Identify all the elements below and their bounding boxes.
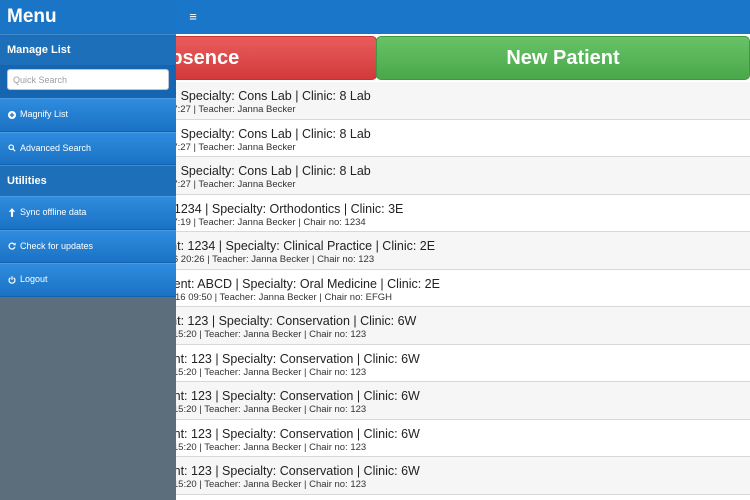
list-item-title: ott | Patient: ABCD | Specialty: Oral Me… [128, 276, 440, 291]
upload-arrow-icon [7, 208, 17, 218]
list-item-title: tt | Patient: 123 | Specialty: Conservat… [128, 351, 420, 366]
main-content: an Absence New Patient Patient: | Specia… [0, 34, 750, 500]
list-item-subtitle: uary 2016 15:20 | Teacher: Janna Becker … [128, 366, 367, 378]
new-patient-button[interactable]: New Patient [376, 36, 750, 80]
side-menu-panel: Menu Manage List Magnify List Advanced S… [0, 0, 176, 500]
list-item-subtitle: January 2016 09:50 | Teacher: Janna Beck… [128, 291, 393, 303]
list-item-title: Patient: 1234 | Specialty: Orthodontics … [128, 201, 404, 216]
sync-offline-label: Sync offline data [20, 207, 87, 218]
list-item-subtitle: March 2016 20:26 | Teacher: Janna Becker… [128, 254, 375, 265]
list-item-title: tt | Patient: 123 | Specialty: Conservat… [128, 464, 420, 478]
quick-search-input[interactable] [7, 69, 169, 90]
quick-search-container [0, 65, 176, 98]
list-item-title: t | Patient: 123 | Specialty: Conservati… [128, 314, 417, 328]
list-item-title: / | Patient: 1234 | Specialty: Clinical … [128, 239, 436, 253]
sync-offline-button[interactable]: Sync offline data [0, 196, 176, 230]
check-updates-label: Check for updates [20, 240, 94, 251]
list-item-subtitle: ust 2016 17:19 | Teacher: Janna Becker |… [128, 216, 366, 228]
refresh-icon [7, 242, 17, 250]
list-item-subtitle: uary 2016 15:20 | Teacher: Janna Becker … [128, 404, 367, 415]
list-item-title: Patient: | Specialty: Cons Lab | Clinic:… [128, 89, 371, 103]
advanced-search-button[interactable]: Advanced Search [0, 131, 176, 165]
list-item-subtitle: uary 2016 15:20 | Teacher: Janna Becker … [128, 479, 367, 490]
hamburger-icon[interactable]: ≡ [189, 9, 197, 24]
panel-title: Menu [0, 0, 176, 34]
list-item-title: Patient: | Specialty: Cons Lab | Clinic:… [128, 164, 371, 178]
logout-button[interactable]: Logout [0, 263, 176, 297]
power-icon [7, 275, 17, 284]
new-patient-button-label: New Patient [506, 46, 620, 69]
logout-label: Logout [20, 274, 48, 285]
magnify-list-label: Magnify List [20, 109, 69, 120]
list-item-title: tt | Patient: 123 | Specialty: Conservat… [128, 389, 420, 403]
magnify-list-button[interactable]: Magnify List [0, 98, 176, 132]
plus-circle-icon [7, 110, 17, 119]
list-item-subtitle: ust 2016 17:27 | Teacher: Janna Becker [128, 179, 296, 190]
check-updates-button[interactable]: Check for updates [0, 229, 176, 263]
search-icon [7, 144, 17, 152]
list-item-subtitle: ust 2016 17:27 | Teacher: Janna Becker [128, 104, 296, 115]
list-item-subtitle: ust 2016 17:27 | Teacher: Janna Becker [128, 141, 296, 153]
advanced-search-label: Advanced Search [20, 142, 92, 153]
list-item-title: Patient: | Specialty: Cons Lab | Clinic:… [128, 126, 371, 141]
utilities-header: Utilities [0, 165, 176, 196]
list-item-title: tt | Patient: 123 | Specialty: Conservat… [128, 426, 420, 441]
list-item-subtitle: uary 2016 15:20 | Teacher: Janna Becker … [128, 441, 367, 453]
manage-list-header: Manage List [0, 34, 176, 65]
list-item-subtitle: uary 2016 15:20 | Teacher: Janna Becker … [128, 329, 367, 340]
